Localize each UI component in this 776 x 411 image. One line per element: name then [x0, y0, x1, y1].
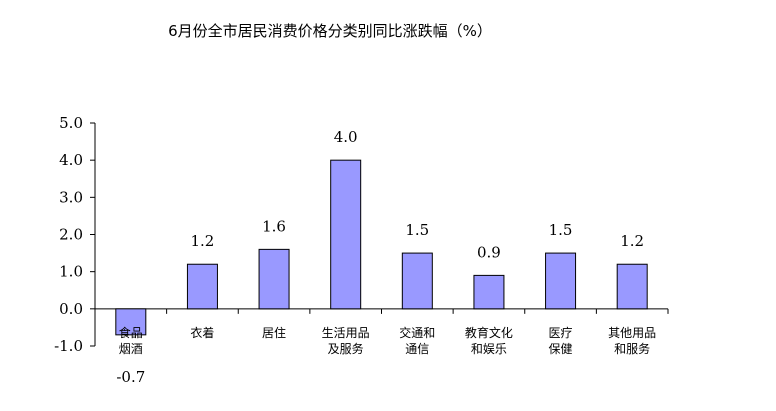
y-tick-label: 1.0 [59, 263, 83, 281]
category-label: 其他用品 [608, 326, 656, 340]
category-label: 衣着 [190, 325, 214, 340]
chart-title: 6月份全市居民消费价格分类别同比涨跌幅（%） [168, 22, 492, 40]
y-tick-label: 2.0 [59, 226, 83, 244]
category-label: 及服务 [328, 341, 364, 356]
data-label: 0.9 [477, 243, 501, 261]
category-label: 医疗 [549, 326, 573, 340]
y-tick-label: 4.0 [59, 151, 83, 169]
bar [115, 308, 147, 336]
y-tick-label: 5.0 [59, 114, 83, 132]
category-label: 食品 [119, 325, 143, 340]
bar [401, 252, 433, 310]
y-tick-label: 0.0 [59, 300, 83, 318]
category-label: 烟酒 [119, 342, 143, 356]
bar [258, 248, 290, 310]
category-label: 保健 [549, 342, 573, 356]
category-label: 教育文化 [465, 325, 513, 340]
data-label: 1.2 [191, 232, 215, 250]
y-tick-label: 3.0 [59, 188, 83, 206]
data-label: 1.6 [262, 217, 286, 235]
data-label: 1.2 [620, 232, 644, 250]
data-label: 1.5 [549, 221, 573, 239]
bar [186, 263, 218, 310]
category-label: 生活用品 [322, 326, 370, 340]
category-label: 和娱乐 [471, 342, 507, 356]
category-label: 和服务 [614, 341, 650, 356]
bar [330, 159, 362, 310]
data-label: 1.5 [405, 221, 429, 239]
y-tick-label: -1.0 [54, 337, 83, 355]
bar [473, 274, 505, 310]
category-label: 通信 [405, 342, 429, 356]
data-label: 4.0 [334, 128, 358, 146]
bar [545, 252, 577, 310]
bar [616, 263, 648, 310]
category-label: 居住 [262, 326, 286, 340]
data-label: -0.7 [116, 368, 145, 386]
category-label: 交通和 [399, 325, 435, 340]
